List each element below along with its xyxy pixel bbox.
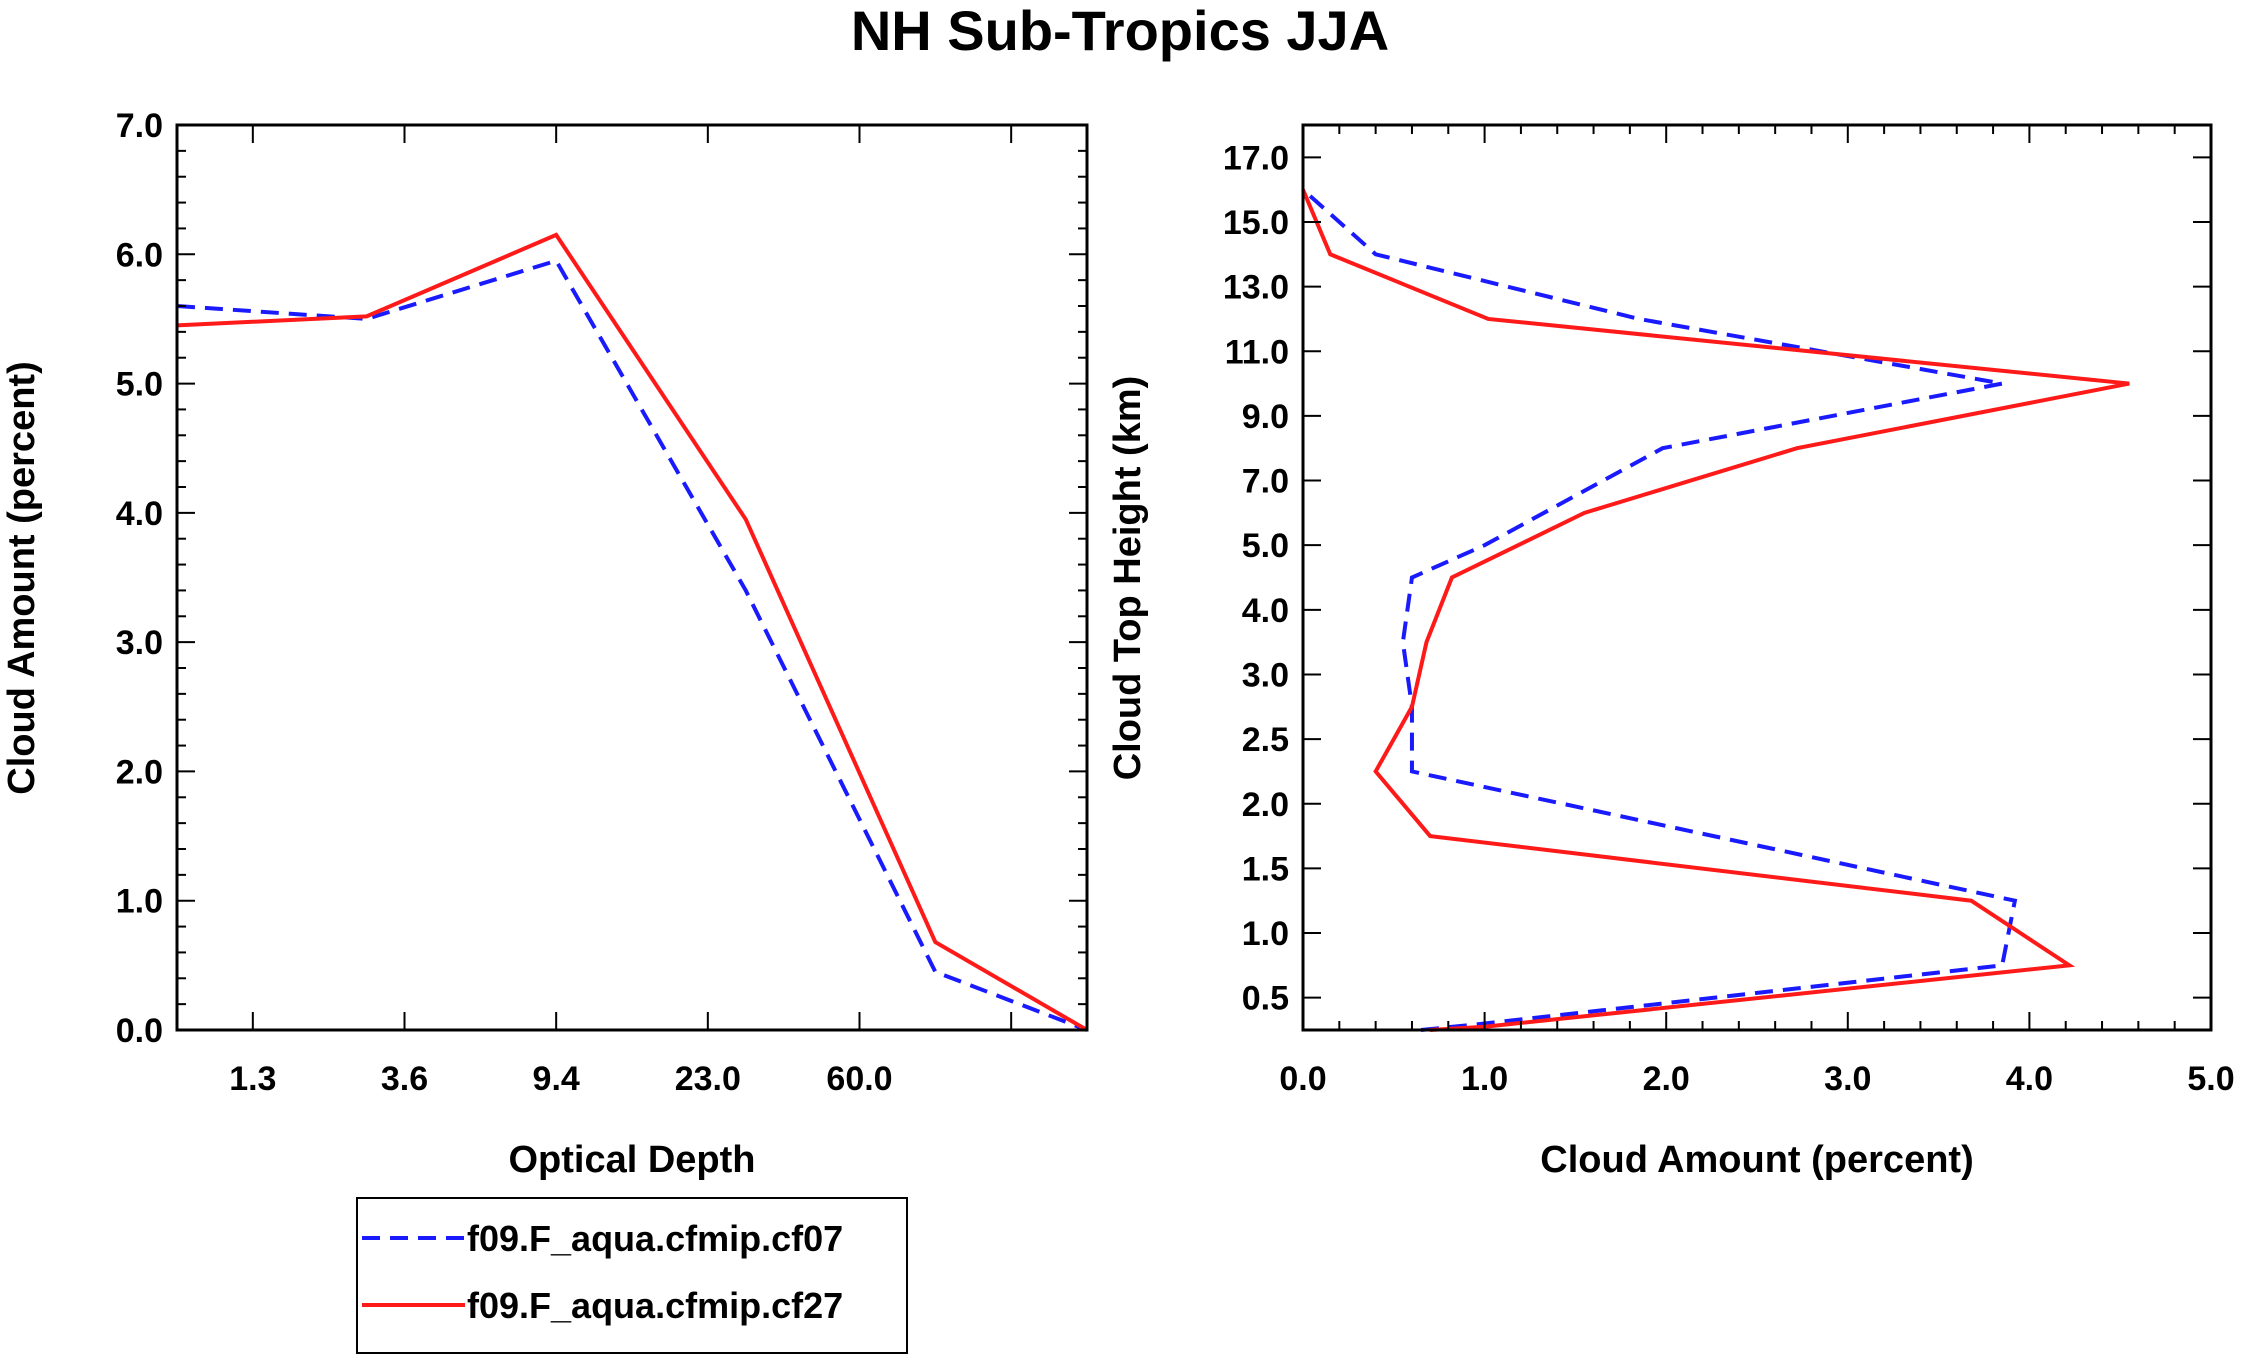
y-tick-label: 3.0 <box>1242 656 1289 694</box>
x-tick-label: 23.0 <box>675 1060 741 1098</box>
y-tick-label: 9.0 <box>1242 398 1289 436</box>
y-tick-label: 2.5 <box>1242 721 1289 759</box>
legend-label-cf27: f09.F_aqua.cfmip.cf27 <box>467 1285 843 1326</box>
legend-label-cf07: f09.F_aqua.cfmip.cf07 <box>467 1218 843 1259</box>
series-line-cf27 <box>1301 188 2130 1032</box>
y-tick-label: 17.0 <box>1223 139 1289 177</box>
y-tick-label: 1.0 <box>1242 915 1289 953</box>
y-tick-label: 4.0 <box>1242 592 1289 630</box>
optical-depth-chart: 0.0 1.0 2.0 3.0 4.0 5.0 6.0 7.0 1.3 3.6 9.4 23.0 60… <box>1 107 1089 1181</box>
series-line-cf27 <box>176 232 1089 1032</box>
plot-frame <box>175 123 1089 1032</box>
series-lines <box>1301 188 2130 1032</box>
y-tick-label: 7.0 <box>116 107 163 145</box>
y-tick-label: 13.0 <box>1223 269 1289 307</box>
y-tick-label: 0.5 <box>1242 980 1289 1018</box>
x-axis-title: Optical Depth <box>508 1139 755 1181</box>
y-tick-label: 2.0 <box>1242 786 1289 824</box>
y-tick-label: 7.0 <box>1242 463 1289 501</box>
y-tick-label: 1.5 <box>1242 850 1289 888</box>
y-axis-ticks: 0.0 1.0 2.0 3.0 4.0 5.0 6.0 7.0 <box>116 107 1087 1050</box>
y-tick-label: 5.0 <box>1242 527 1289 565</box>
x-tick-label: 4.0 <box>2006 1060 2053 1098</box>
y-tick-label: 6.0 <box>116 236 163 274</box>
x-tick-label: 60.0 <box>826 1060 892 1098</box>
y-axis-ticks: 0.5 1.0 1.5 2.0 2.5 3.0 4.0 5.0 7.0 9.0 11.0 13.0 15… <box>1223 139 2211 1018</box>
y-tick-label: 5.0 <box>116 366 163 404</box>
x-tick-label: 0.0 <box>1279 1060 1326 1098</box>
series-line-cf07 <box>1301 188 2018 1032</box>
y-tick-label: 0.0 <box>116 1012 163 1050</box>
x-tick-label: 9.4 <box>533 1060 580 1098</box>
y-tick-label: 2.0 <box>116 753 163 791</box>
y-tick-label: 11.0 <box>1225 333 1289 371</box>
series-line-cf07 <box>176 258 1088 1032</box>
x-tick-label: 5.0 <box>2187 1060 2234 1098</box>
main-title: NH Sub-Tropics JJA <box>851 0 1389 62</box>
cloud-top-height-chart: 0.5 1.0 1.5 2.0 2.5 3.0 4.0 5.0 7.0 9.0 11.0 13.0 15… <box>1107 123 2235 1181</box>
series-lines <box>176 232 1089 1032</box>
y-tick-label: 15.0 <box>1223 204 1289 242</box>
x-tick-label: 1.0 <box>1461 1060 1508 1098</box>
x-axis-ticks: 0.0 1.0 2.0 3.0 4.0 5.0 <box>1279 125 2235 1098</box>
y-tick-label: 4.0 <box>116 495 163 533</box>
y-axis-title: Cloud Top Height (km) <box>1107 376 1149 781</box>
x-tick-label: 3.6 <box>381 1060 428 1098</box>
y-tick-label: 3.0 <box>116 624 163 662</box>
x-tick-label: 3.0 <box>1824 1060 1871 1098</box>
x-tick-label: 1.3 <box>229 1060 276 1098</box>
x-axis-ticks: 1.3 3.6 9.4 23.0 60.0 <box>229 125 1013 1098</box>
y-axis-title: Cloud Amount (percent) <box>1 361 43 794</box>
plot-frame <box>1301 123 2213 1032</box>
y-tick-label: 1.0 <box>116 883 163 921</box>
legend-box <box>356 1197 908 1354</box>
x-axis-title: Cloud Amount (percent) <box>1540 1139 1973 1181</box>
x-tick-label: 2.0 <box>1643 1060 1690 1098</box>
legend: f09.F_aqua.cfmip.cf07 f09.F_aqua.cfmip.c… <box>356 1197 908 1354</box>
